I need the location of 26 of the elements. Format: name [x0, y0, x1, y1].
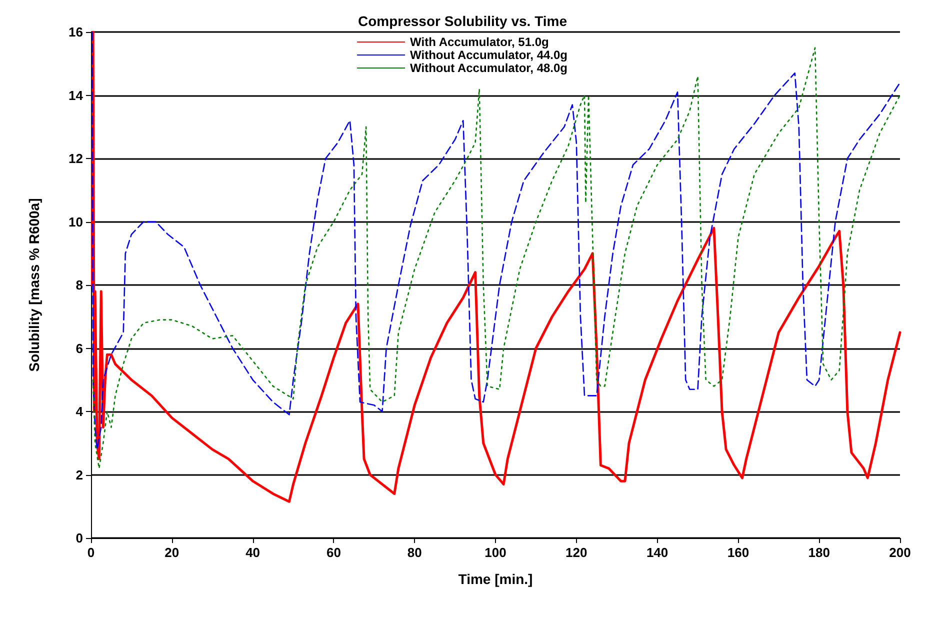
x-axis-title: Time [min.] [458, 571, 533, 587]
y-tick-label: 14 [68, 88, 84, 103]
y-tick-label: 12 [68, 151, 83, 166]
y-axis-title: Solubility [mass % R600a] [26, 198, 42, 372]
y-tick-label: 16 [68, 24, 83, 40]
y-tick-label: 8 [76, 278, 83, 292]
y-tick-label: 4 [76, 404, 84, 419]
x-tick-label: 120 [566, 545, 588, 560]
x-tick-label: 60 [326, 545, 341, 560]
x-tick-label: 140 [646, 545, 668, 560]
x-tick-label: 160 [727, 545, 750, 560]
x-tick-label: 100 [484, 545, 506, 560]
y-tick-label: 6 [76, 340, 83, 356]
legend-label: Without Accumulator, 48.0g [410, 61, 568, 75]
y-tick-label: 0 [76, 530, 83, 546]
x-tick-label: 180 [808, 545, 830, 560]
chart-title: Compressor Solubility vs. Time [358, 13, 568, 29]
y-tick-label: 10 [68, 214, 83, 230]
x-tick-label: 0 [87, 545, 95, 560]
x-tick-label: 40 [246, 545, 260, 560]
x-tick-label: 20 [164, 545, 180, 560]
x-tick-label: 200 [889, 545, 911, 560]
y-tick-label: 2 [76, 467, 83, 482]
legend-label: With Accumulator, 51.0g [410, 35, 549, 49]
legend-label: Without Accumulator, 44.0g [410, 48, 568, 62]
x-tick-label: 80 [407, 545, 422, 560]
